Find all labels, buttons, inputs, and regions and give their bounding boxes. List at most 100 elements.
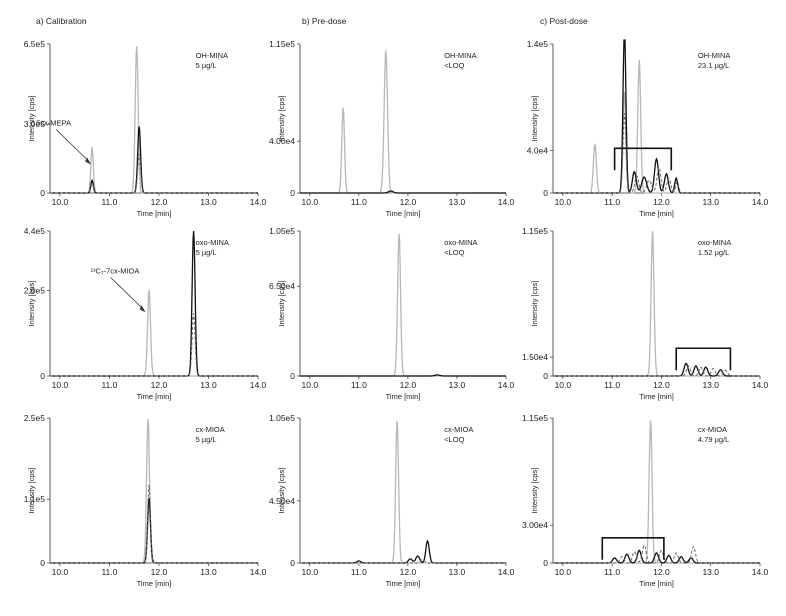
analyte-label: OH-MINA xyxy=(444,51,477,60)
x-tick-label: 12.0 xyxy=(653,380,670,390)
analyte-label: cx-MIOA xyxy=(698,425,727,434)
y-axis-label: Intensity [cps] xyxy=(530,96,539,142)
y-tick-label: 0 xyxy=(40,371,45,381)
x-tick-label: 10.0 xyxy=(302,380,319,390)
y-tick-label: 0 xyxy=(290,188,295,198)
y-tick-label: 1.05e5 xyxy=(269,226,295,236)
trace-grey xyxy=(50,289,258,377)
x-axis-label: Time [min] xyxy=(137,579,172,588)
y-tick-label: 0 xyxy=(543,371,548,381)
y-tick-label: 4.4e5 xyxy=(24,226,46,236)
x-tick-label: 13.0 xyxy=(200,197,217,207)
trace-black xyxy=(553,362,760,377)
trace-grey xyxy=(553,59,760,194)
y-tick-label: 1.15e5 xyxy=(522,413,548,423)
y-tick-label: 0 xyxy=(40,188,45,198)
x-tick-label: 12.0 xyxy=(151,380,168,390)
y-axis-label: Intensity [cps] xyxy=(277,468,286,514)
y-axis-label: Intensity [cps] xyxy=(27,468,36,514)
x-tick-label: 14.0 xyxy=(250,567,267,577)
x-tick-label: 14.0 xyxy=(752,197,769,207)
trace-black xyxy=(50,230,258,377)
x-tick-label: 10.0 xyxy=(555,567,572,577)
x-tick-label: 11.0 xyxy=(101,197,117,207)
integration-bracket xyxy=(601,536,665,560)
y-axis-label: Intensity [cps] xyxy=(27,281,36,327)
peak-label-arrow xyxy=(110,277,144,310)
trace-grey xyxy=(300,420,506,564)
trace-black xyxy=(300,374,506,377)
x-tick-label: 10.0 xyxy=(302,567,319,577)
y-axis-label: Intensity [cps] xyxy=(277,281,286,327)
x-axis-label: Time [min] xyxy=(639,579,674,588)
peak-label: ¹³C₇-7cx-MIOA xyxy=(91,266,140,275)
x-axis-label: Time [min] xyxy=(639,392,674,401)
column-title-a: a) Calibration xyxy=(36,16,87,26)
x-axis-label: Time [min] xyxy=(137,392,172,401)
y-tick-label: 0 xyxy=(290,558,295,568)
y-tick-label: 2.5e5 xyxy=(24,413,46,423)
analyte-label: cx-MIOA xyxy=(196,425,225,434)
y-tick-label: 0 xyxy=(543,188,548,198)
y-tick-label: 6.5e5 xyxy=(24,39,46,49)
chart-panel-b1: 10.0 11.0 12.0 13.0 14.0 0 4.00e4 1.15e5 Time [m… xyxy=(269,39,515,218)
y-axis-label: Intensity [cps] xyxy=(27,96,36,142)
y-tick-label: 6.50e4 xyxy=(269,281,295,291)
trace-black xyxy=(300,539,506,564)
trace-dashed xyxy=(553,365,760,377)
x-tick-label: 14.0 xyxy=(752,380,769,390)
concentration-label: 23.1 µg/L xyxy=(698,61,729,70)
x-tick-label: 12.0 xyxy=(151,197,168,207)
y-tick-label: 4.50e4 xyxy=(269,496,295,506)
x-tick-label: 12.0 xyxy=(151,567,168,577)
x-tick-label: 10.0 xyxy=(302,197,319,207)
y-tick-label: 1.50e4 xyxy=(522,352,548,362)
chart-panel-b3: 10.0 11.0 12.0 13.0 14.0 0 4.50e4 1.05e5 Time [m… xyxy=(269,413,515,588)
x-tick-label: 13.0 xyxy=(449,380,466,390)
x-tick-label: 13.0 xyxy=(200,567,217,577)
y-tick-label: 1.05e5 xyxy=(269,413,295,423)
x-tick-label: 10.0 xyxy=(52,380,69,390)
analyte-label: oxo-MINA xyxy=(196,238,229,247)
concentration-label: 4.79 µg/L xyxy=(698,435,729,444)
arrow-head xyxy=(85,157,92,165)
trace-grey xyxy=(50,419,258,564)
y-axis-label: Intensity [cps] xyxy=(277,96,286,142)
analyte-label: cx-MIOA xyxy=(444,425,473,434)
x-tick-label: 13.0 xyxy=(449,567,466,577)
x-tick-label: 12.0 xyxy=(653,567,670,577)
x-tick-label: 12.0 xyxy=(653,197,670,207)
chart-panel-b2: 10.0 11.0 12.0 13.0 14.0 0 6.50e4 1.05e5 Time [m… xyxy=(269,226,515,401)
concentration-label: 5 µg/L xyxy=(196,435,217,444)
x-tick-label: 11.0 xyxy=(101,567,117,577)
x-tick-label: 11.0 xyxy=(351,197,367,207)
x-axis-label: Time [min] xyxy=(639,209,674,218)
integration-bracket xyxy=(613,147,673,171)
trace-grey xyxy=(300,50,506,194)
x-tick-label: 10.0 xyxy=(555,380,572,390)
x-tick-label: 12.0 xyxy=(400,197,417,207)
x-tick-label: 13.0 xyxy=(200,380,217,390)
analyte-label: OH-MINA xyxy=(196,51,229,60)
trace-dashed xyxy=(553,113,760,194)
y-tick-label: 0 xyxy=(40,558,45,568)
trace-black xyxy=(553,39,760,194)
x-tick-label: 13.0 xyxy=(702,380,719,390)
peak-label-arrow xyxy=(55,129,90,162)
arrow-head xyxy=(139,305,146,313)
y-tick-label: 1.15e5 xyxy=(269,39,295,49)
concentration-label: <LOQ xyxy=(444,248,464,257)
x-tick-label: 11.0 xyxy=(101,380,117,390)
y-tick-label: 1.4e5 xyxy=(527,39,549,49)
x-tick-label: 11.0 xyxy=(604,567,620,577)
x-axis-label: Time [min] xyxy=(386,392,421,401)
trace-dashed xyxy=(50,313,258,377)
y-tick-label: 4.0e4 xyxy=(527,145,549,155)
y-tick-label: 3.0e5 xyxy=(24,119,46,129)
x-axis-label: Time [min] xyxy=(386,209,421,218)
chart-panel-c3: 10.0 11.0 12.0 13.0 14.0 0 3.00e4 1.15e5 Time [m… xyxy=(522,413,769,588)
chart-panel-a2: 10.0 11.0 12.0 13.0 14.0 0 2.6e5 4.4e5 Time [min… xyxy=(24,226,267,401)
x-axis-label: Time [min] xyxy=(137,209,172,218)
